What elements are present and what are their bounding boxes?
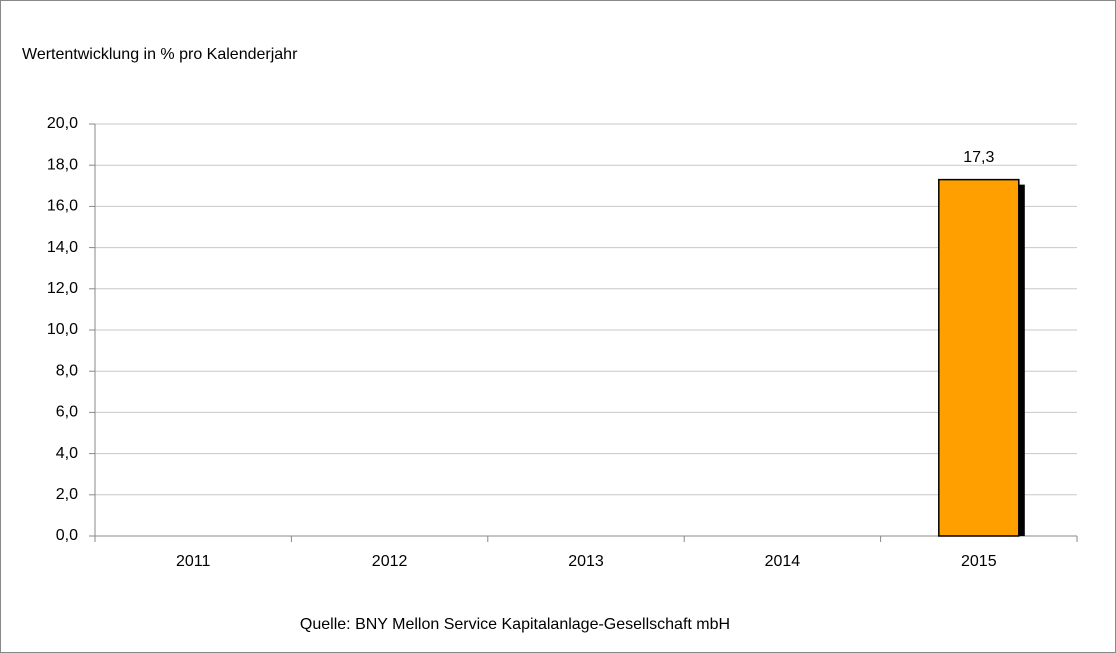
y-tick-label: 20,0	[47, 115, 78, 132]
bar	[938, 178, 1020, 537]
y-tick-label: 14,0	[47, 239, 78, 256]
chart-title: Wertentwicklung in % pro Kalenderjahr	[22, 46, 298, 63]
x-tick-label: 2015	[961, 553, 997, 570]
y-tick-label: 6,0	[56, 404, 78, 421]
y-tick-label: 10,0	[47, 321, 78, 338]
x-tick-label: 2013	[568, 553, 604, 570]
data-label: 17,3	[963, 149, 994, 166]
x-tick-label: 2011	[176, 553, 211, 570]
y-tick-label: 18,0	[47, 156, 78, 173]
y-tick-label: 8,0	[56, 362, 78, 379]
source-note: Quelle: BNY Mellon Service Kapitalanlage…	[300, 616, 730, 633]
y-tick-label: 16,0	[47, 198, 78, 215]
y-tick-label: 12,0	[47, 280, 78, 297]
y-tick-label: 0,0	[56, 527, 78, 544]
y-tick-label: 2,0	[56, 486, 78, 503]
x-tick-label: 2014	[765, 553, 801, 570]
y-tick-label: 4,0	[56, 445, 78, 462]
x-tick-label: 2012	[372, 553, 408, 570]
